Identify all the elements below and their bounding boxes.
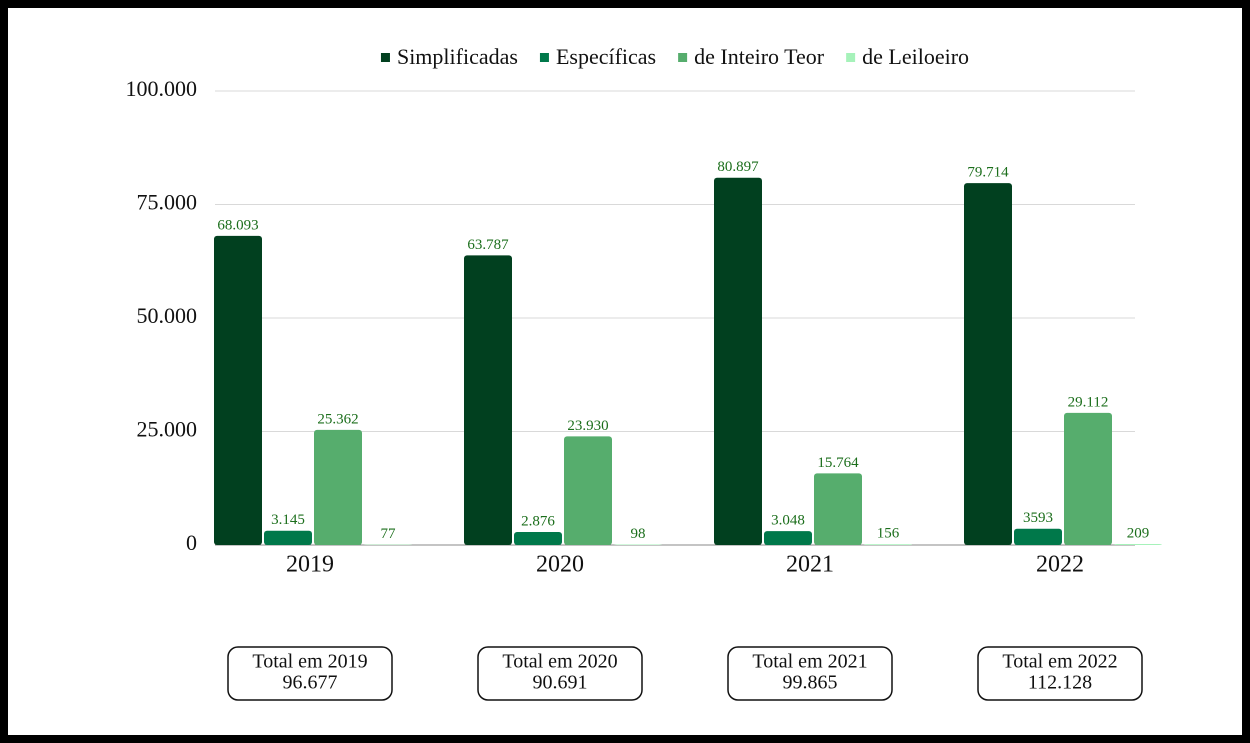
data-label: 15.764: [817, 455, 859, 471]
total-label: Total em 2019: [252, 651, 367, 673]
bar: [564, 436, 612, 545]
data-label: 29.112: [1068, 394, 1109, 410]
legend-label: Simplificadas: [397, 44, 518, 69]
x-tick-label: 2019: [286, 552, 334, 578]
data-label: 156: [877, 526, 900, 542]
legend-label: de Leiloeiro: [862, 44, 969, 69]
data-label: 63.787: [467, 237, 509, 253]
legend-swatch: [846, 53, 856, 62]
bar: [264, 530, 312, 545]
data-label: 77: [381, 526, 397, 542]
legend-swatch: [539, 53, 549, 62]
data-label: 3.048: [771, 513, 805, 529]
y-tick-label: 25.000: [137, 417, 198, 442]
legend-label: Específicas: [556, 44, 656, 69]
total-value: 112.128: [1028, 672, 1092, 694]
bar: [464, 255, 512, 545]
total-value: 90.691: [533, 672, 588, 694]
bar: [764, 531, 812, 545]
bar: [864, 544, 912, 545]
total-box: [227, 646, 393, 701]
data-label: 209: [1127, 525, 1150, 541]
bar: [964, 183, 1012, 545]
data-label: 68.093: [217, 217, 258, 233]
data-label: 2.876: [521, 513, 555, 529]
data-label: 98: [631, 526, 646, 542]
total-value: 96.677: [283, 672, 338, 694]
total-box: [477, 646, 643, 701]
bar: [214, 235, 262, 545]
x-tick-label: 2020: [536, 552, 584, 578]
total-box: [727, 646, 893, 701]
data-label: 79.714: [967, 165, 1009, 181]
bar: [1014, 528, 1062, 545]
y-tick-label: 50.000: [137, 303, 198, 328]
legend-label: de Inteiro Teor: [694, 44, 825, 69]
legend: Simplificadas Específicas de Inteiro Teor d…: [380, 44, 969, 69]
data-label: 25.362: [317, 411, 358, 427]
data-label: 23.930: [567, 418, 608, 434]
bar: [714, 177, 762, 546]
data-label: 3.145: [271, 512, 305, 528]
data-label: 80.897: [717, 159, 759, 175]
y-tick-label: 100.000: [126, 76, 198, 101]
total-value: 99.865: [783, 672, 838, 694]
total-label: Total em 2021: [752, 651, 867, 673]
legend-swatch: [380, 53, 390, 62]
legend-swatch: [678, 53, 688, 62]
x-tick-label: 2022: [1036, 552, 1084, 578]
total-label: Total em 2020: [502, 651, 617, 673]
y-tick-label: 0: [186, 530, 197, 555]
bar: [514, 531, 562, 545]
bar: [1064, 412, 1112, 545]
bar: [1114, 544, 1162, 545]
bar: [314, 429, 362, 545]
data-label: 3593: [1023, 510, 1053, 526]
total-label: Total em 2022: [1002, 651, 1117, 673]
bar: [814, 473, 862, 545]
total-box: [977, 646, 1143, 701]
y-tick-label: 75.000: [137, 190, 198, 215]
x-tick-label: 2021: [786, 552, 834, 578]
